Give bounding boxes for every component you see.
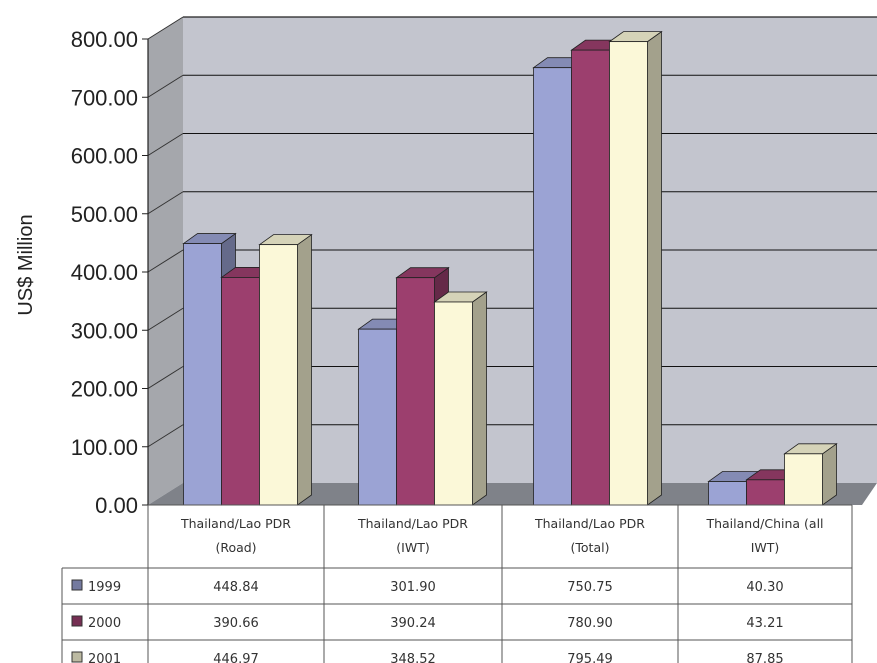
bar-front (784, 453, 823, 506)
bar-front (571, 49, 610, 506)
y-tick-label: 600.00 (71, 144, 138, 169)
y-tick-label: 300.00 (71, 318, 138, 343)
bar-front (259, 244, 298, 506)
y-tick-label: 800.00 (71, 27, 138, 52)
bar-2001-4 (783, 443, 838, 506)
bar-2001-2 (433, 291, 488, 506)
category-label: Thailand/China (all (705, 516, 823, 531)
category-label: Thailand/Lao PDR (180, 516, 291, 531)
y-tick-label: 700.00 (71, 85, 138, 110)
bar-front (358, 328, 397, 506)
gridline-side (147, 366, 184, 389)
category-label: (Total) (571, 540, 610, 555)
gridline-side (147, 133, 184, 156)
legend-label-1999: 1999 (88, 580, 121, 595)
bar-front (183, 243, 222, 506)
y-tick-label: 100.00 (71, 435, 138, 460)
bar-side (472, 291, 487, 506)
bar-side (647, 30, 662, 506)
category-label: (Road) (215, 540, 256, 555)
bar-front (708, 481, 747, 506)
data-label: 448.84 (213, 580, 259, 595)
bars (182, 30, 838, 506)
y-tick-label: 400.00 (71, 260, 138, 285)
data-label: 750.75 (567, 580, 613, 595)
gridline-side (147, 307, 184, 331)
y-axis-label: US$ Million (15, 214, 37, 315)
bar-front (221, 277, 260, 506)
y-tick-label: 500.00 (71, 202, 138, 227)
data-label: 43.21 (746, 616, 783, 631)
legend-swatch-1999 (71, 579, 83, 591)
category-label: Thailand/Lao PDR (534, 516, 645, 531)
category-label: (IWT) (396, 540, 429, 555)
y-axis: 0.00 100.00 200.00 300.00 400.00 500.00 600.00… (71, 16, 877, 518)
data-label: 390.24 (390, 616, 436, 631)
gridline-side (147, 74, 184, 98)
bar-front (434, 301, 473, 506)
data-label: 795.49 (567, 652, 613, 663)
y-tick-label: 0.00 (95, 493, 138, 518)
legend-swatch-2000 (71, 615, 83, 627)
floor (148, 483, 877, 505)
data-label: 390.66 (213, 616, 259, 631)
gridline-side (147, 16, 184, 40)
category-label: IWT) (751, 540, 780, 555)
legend-label-2001: 2001 (88, 652, 121, 663)
gridline-side (147, 249, 184, 273)
y-tick-label: 200.00 (71, 377, 138, 402)
legend-swatch-2001 (71, 651, 83, 663)
gridline-side (147, 424, 184, 448)
bar-front (533, 67, 572, 506)
bar-2001-1 (258, 233, 313, 506)
data-label: 87.85 (746, 652, 783, 663)
data-label: 446.97 (213, 652, 259, 663)
bar-2001-3 (608, 30, 663, 506)
data-label: 301.90 (390, 580, 436, 595)
gridline-side (147, 191, 184, 215)
bar-side (297, 233, 312, 506)
legend-label-2000: 2000 (88, 616, 121, 631)
bar-front (609, 41, 648, 506)
data-table: Thailand/Lao PDR (Road) Thailand/Lao PDR (I… (61, 504, 853, 663)
category-label: Thailand/Lao PDR (357, 516, 468, 531)
bar-front (746, 479, 785, 506)
data-label: 348.52 (390, 652, 436, 663)
data-label: 780.90 (567, 616, 613, 631)
bar-side (822, 443, 837, 506)
data-label: 40.30 (746, 580, 783, 595)
bar-front (396, 277, 435, 506)
